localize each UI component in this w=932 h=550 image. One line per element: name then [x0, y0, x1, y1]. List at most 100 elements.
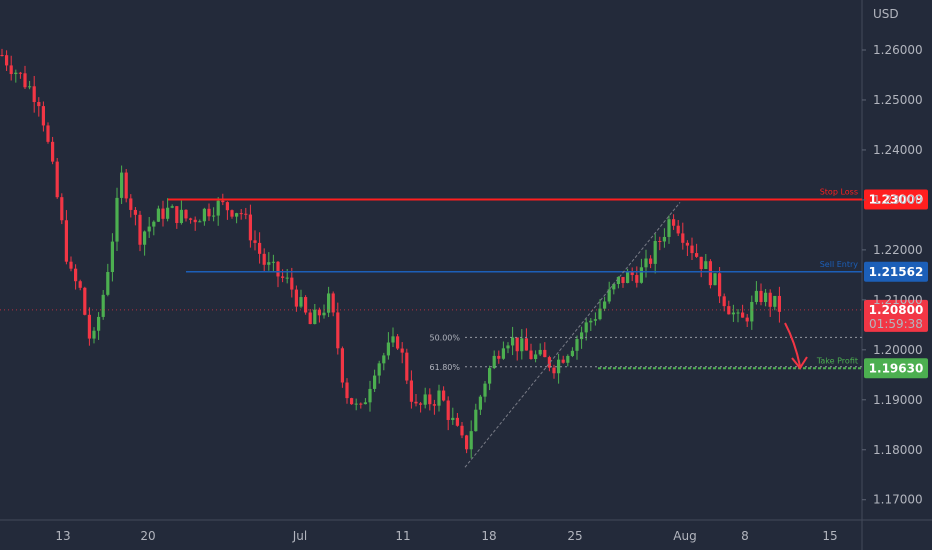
candle-body: [437, 390, 441, 406]
candle-body: [598, 308, 602, 320]
price-tick-label: 1.24000: [873, 143, 923, 157]
candle-body: [690, 245, 694, 254]
candle-body: [557, 359, 561, 374]
candle-body: [340, 348, 344, 383]
candle-body: [239, 213, 243, 215]
sell-entry-label: Sell Entry: [820, 260, 859, 269]
stop-loss-price-tag: [864, 189, 928, 210]
candle-body: [759, 290, 763, 303]
candle-body: [750, 301, 754, 322]
candle-body: [635, 275, 639, 283]
bar-countdown: 01:59:38: [869, 317, 923, 331]
candle-body: [377, 363, 381, 376]
candle-body: [354, 403, 358, 405]
projection-arrowhead: [791, 356, 808, 370]
candle-body: [768, 292, 772, 307]
price-tick-label: 1.23000: [873, 193, 923, 207]
candle-body: [442, 390, 446, 401]
candle-body: [46, 125, 50, 142]
candle-body: [368, 388, 372, 403]
candle-body: [718, 273, 722, 297]
time-tick-label: 8: [741, 529, 749, 543]
candle-body: [681, 233, 685, 243]
price-tick-label: 1.18000: [873, 443, 923, 457]
candle-body: [133, 209, 137, 215]
candle-body: [534, 354, 538, 360]
candle-body: [455, 417, 459, 426]
candle-body: [451, 417, 455, 420]
candle-body: [14, 72, 18, 75]
candle-body: [764, 292, 768, 303]
candle-body: [327, 293, 331, 313]
price-tick-label: 1.19000: [873, 393, 923, 407]
candle-body: [382, 355, 386, 364]
candle-body: [465, 435, 469, 450]
candlestick-series: [0, 48, 781, 459]
candle-body: [253, 240, 257, 243]
candle-body: [345, 382, 349, 399]
candle-body: [391, 336, 395, 343]
candle-body: [745, 317, 749, 322]
candle-body: [198, 221, 202, 223]
candle-body: [566, 355, 570, 363]
candle-body: [644, 258, 648, 268]
candle-body: [166, 207, 170, 219]
candle-body: [575, 339, 579, 351]
time-axis-ticks: 13 20 Jul 11 18 25 Aug 8 15: [55, 529, 837, 543]
candle-body: [373, 375, 377, 389]
price-tick-label: 1.25000: [873, 93, 923, 107]
sell-entry-price-value: 1.21562: [869, 265, 924, 279]
candle-body: [658, 240, 662, 242]
last-price-tag: [864, 299, 928, 332]
candle-body: [699, 256, 703, 269]
candle-body: [419, 403, 423, 405]
candle-body: [262, 253, 266, 265]
candle-body: [184, 209, 188, 219]
time-tick-label: 20: [140, 529, 155, 543]
candle-body: [630, 272, 634, 276]
candle-body: [736, 312, 740, 314]
candle-body: [304, 297, 308, 313]
candle-body: [92, 330, 96, 339]
time-tick-label: 15: [822, 529, 837, 543]
candle-body: [492, 355, 496, 369]
candle-body: [156, 208, 160, 222]
candle-body: [524, 338, 528, 351]
candle-body: [124, 172, 128, 199]
candle-body: [695, 253, 699, 257]
candle-body: [235, 213, 239, 217]
candle-body: [129, 198, 133, 210]
candle-body: [230, 210, 234, 217]
time-tick-label: Aug: [673, 529, 696, 543]
candle-body: [363, 402, 367, 405]
candle-body: [110, 241, 114, 273]
candle-body: [276, 261, 280, 277]
candle-body: [221, 200, 225, 203]
candle-body: [9, 65, 13, 75]
stop-loss-price-value: 1.23009: [869, 192, 924, 206]
candle-body: [722, 296, 726, 307]
candle-body: [685, 242, 689, 246]
candle-body: [120, 172, 124, 198]
time-tick-label: 18: [481, 529, 496, 543]
candle-body: [74, 268, 78, 282]
candle-body: [64, 220, 68, 262]
candle-body: [152, 221, 156, 227]
candle-body: [267, 262, 271, 265]
candle-body: [396, 336, 400, 349]
candle-body: [552, 367, 556, 374]
candle-body: [405, 352, 409, 381]
candle-body: [207, 208, 211, 217]
candle-body: [520, 338, 524, 352]
candle-body: [511, 337, 515, 346]
currency-label: USD: [873, 7, 899, 21]
candle-body: [488, 368, 492, 384]
candle-body: [350, 398, 354, 405]
candle-body: [386, 342, 390, 356]
candle-body: [603, 301, 607, 309]
candle-body: [202, 208, 206, 222]
candle-body: [69, 261, 73, 269]
candle-body: [55, 161, 59, 198]
candle-body: [773, 295, 777, 307]
